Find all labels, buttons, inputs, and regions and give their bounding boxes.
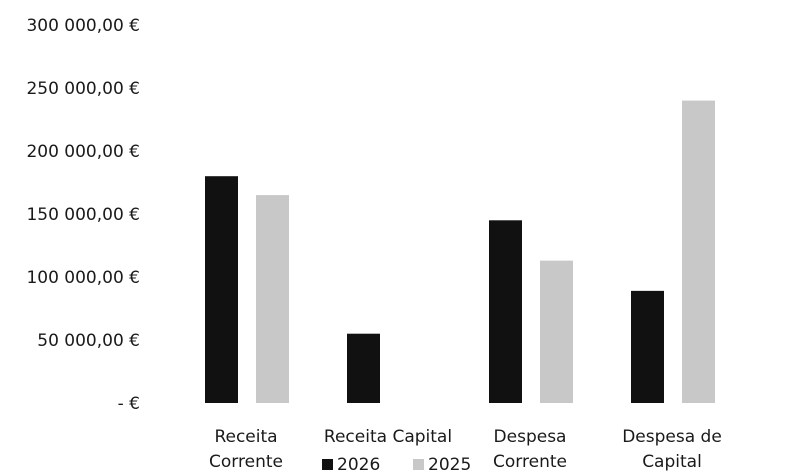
x-tick-label: Receita bbox=[214, 427, 277, 447]
legend-label-2025: 2025 bbox=[428, 455, 471, 475]
x-tick-label: Capital bbox=[642, 452, 702, 472]
bar-2026-1 bbox=[205, 176, 238, 403]
y-axis: 300 000,00 € 250 000,00 € 200 000,00 € 150 … bbox=[26, 16, 140, 414]
y-tick-label: 50 000,00 € bbox=[37, 331, 140, 351]
bar-2025-3 bbox=[540, 260, 573, 403]
y-tick-label: 250 000,00 € bbox=[26, 79, 140, 99]
legend-swatch-2026 bbox=[322, 459, 333, 470]
y-tick-label: 150 000,00 € bbox=[26, 205, 140, 225]
bars bbox=[205, 100, 715, 403]
legend-swatch-2025 bbox=[413, 459, 424, 470]
x-tick-label: Despesa bbox=[494, 427, 567, 447]
bar-2025-1 bbox=[256, 195, 289, 403]
legend-label-2026: 2026 bbox=[337, 455, 380, 475]
bar-2025-4 bbox=[682, 100, 715, 403]
x-tick-label: Despesa de bbox=[622, 427, 722, 447]
bar-2026-4 bbox=[631, 290, 664, 403]
legend: 2026 2025 bbox=[322, 455, 471, 475]
y-tick-label: 200 000,00 € bbox=[26, 142, 140, 162]
x-tick-label: Corrente bbox=[209, 452, 283, 472]
x-axis: Receita Corrente Receita Capital Despesa Cor… bbox=[209, 427, 722, 472]
x-tick-label: Receita Capital bbox=[324, 427, 452, 447]
y-tick-label: 100 000,00 € bbox=[26, 268, 140, 288]
y-tick-label: - € bbox=[118, 394, 140, 414]
bar-2026-3 bbox=[489, 220, 522, 403]
bar-2026-2 bbox=[347, 333, 380, 403]
y-tick-label: 300 000,00 € bbox=[26, 16, 140, 36]
x-tick-label: Corrente bbox=[493, 452, 567, 472]
